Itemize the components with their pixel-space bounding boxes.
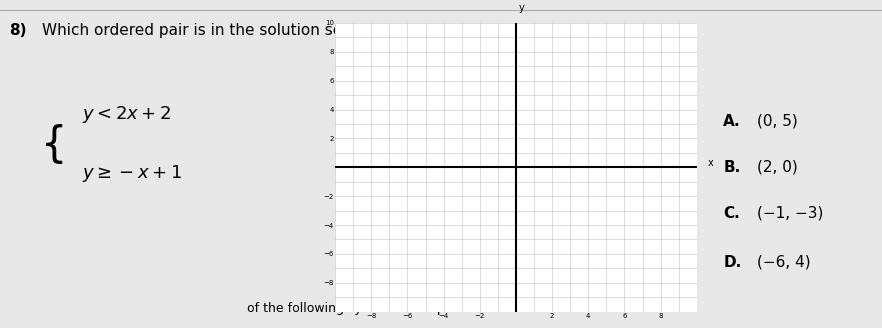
Text: $y \geq -x+1$: $y \geq -x+1$ <box>82 163 182 184</box>
Text: A.: A. <box>723 114 741 129</box>
Text: (−1, −3): (−1, −3) <box>757 206 823 221</box>
Text: of the following system of inequalities?: of the following system of inequalities? <box>247 302 492 315</box>
Text: D.: D. <box>723 255 742 270</box>
Text: (2, 0): (2, 0) <box>757 160 797 175</box>
Text: $y < 2x+2$: $y < 2x+2$ <box>82 104 171 125</box>
Text: B.: B. <box>723 160 741 175</box>
Text: y: y <box>519 3 524 13</box>
Text: (−6, 4): (−6, 4) <box>757 255 811 270</box>
Text: $\{$: $\{$ <box>40 122 63 166</box>
Text: 8): 8) <box>9 23 26 38</box>
Text: (0, 5): (0, 5) <box>757 114 797 129</box>
Text: C.: C. <box>723 206 740 221</box>
Text: x: x <box>707 158 714 168</box>
Text: Which ordered pair is in the solution set of the following system of inequalitie: Which ordered pair is in the solution se… <box>42 23 653 38</box>
